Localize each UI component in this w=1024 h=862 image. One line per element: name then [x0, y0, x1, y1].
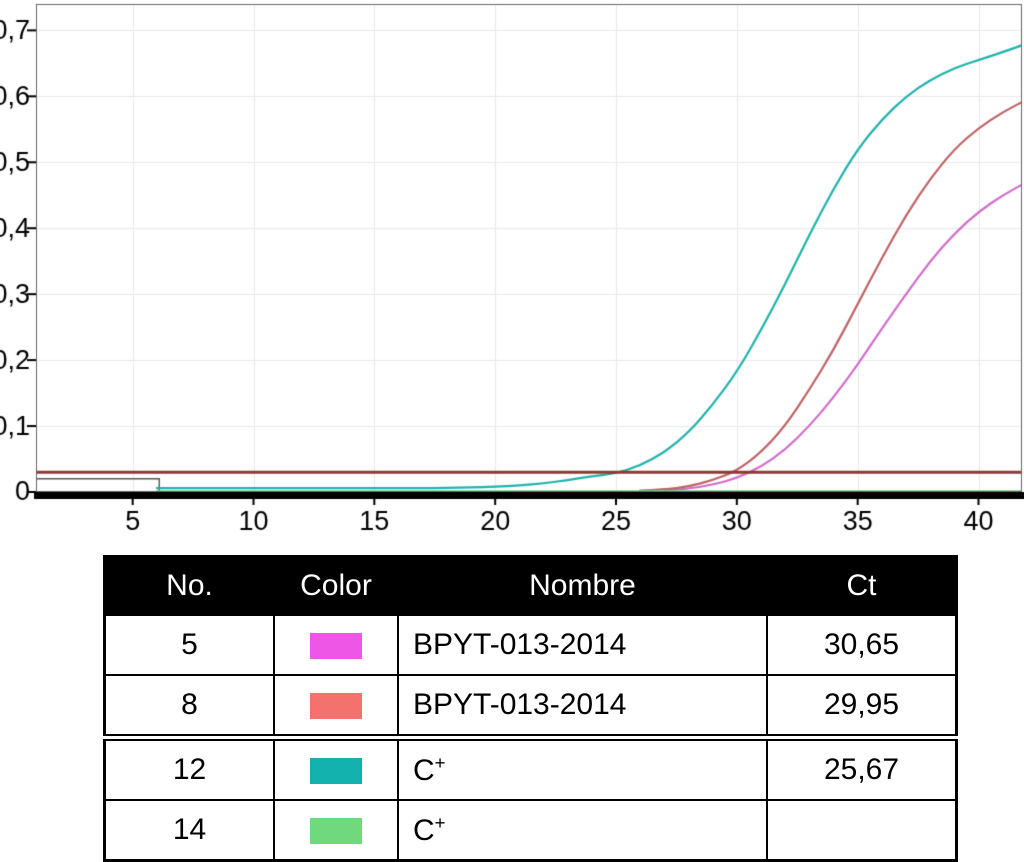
results-table-header: No. Color Nombre Ct — [103, 555, 958, 616]
color-swatch — [310, 758, 362, 785]
header-nombre: Nombre — [397, 555, 768, 616]
sample-number: 8 — [103, 674, 275, 739]
table-row: 12 C+ 25,67 — [103, 734, 958, 801]
table-row: 8 BPYT-013-2014 29,95 — [103, 674, 958, 739]
sample-number: 5 — [103, 614, 275, 676]
ct-value: 30,65 — [766, 614, 958, 676]
color-cell — [273, 674, 399, 739]
color-swatch — [310, 818, 362, 845]
color-cell — [273, 614, 399, 676]
sample-name: C+ — [397, 799, 768, 862]
sample-name: C+ — [397, 734, 768, 801]
sample-number: 14 — [103, 799, 275, 862]
table-row: 14 C+ — [103, 799, 958, 862]
table-row: 5 BPYT-013-2014 30,65 — [103, 614, 958, 676]
header-ct: Ct — [766, 555, 958, 616]
ct-value — [766, 799, 958, 862]
sample-name: BPYT-013-2014 — [397, 674, 768, 739]
ct-value: 25,67 — [766, 734, 958, 801]
color-swatch — [310, 693, 362, 720]
header-color: Color — [273, 555, 399, 616]
color-swatch — [310, 633, 362, 660]
superscript: + — [434, 752, 446, 773]
amplification-plot — [0, 0, 1024, 535]
sample-number: 12 — [103, 734, 275, 801]
results-table-body: 5 BPYT-013-2014 30,65 8 BPYT-013-2014 29,95 12… — [103, 614, 958, 862]
ct-value: 29,95 — [766, 674, 958, 739]
sample-name: BPYT-013-2014 — [397, 614, 768, 676]
results-table: No. Color Nombre Ct 5 BPYT-013-2014 30,65 8… — [103, 555, 958, 862]
header-row: No. Color Nombre Ct — [103, 555, 958, 616]
color-cell — [273, 799, 399, 862]
superscript: + — [434, 812, 446, 833]
header-no: No. — [103, 555, 275, 616]
color-cell — [273, 734, 399, 801]
